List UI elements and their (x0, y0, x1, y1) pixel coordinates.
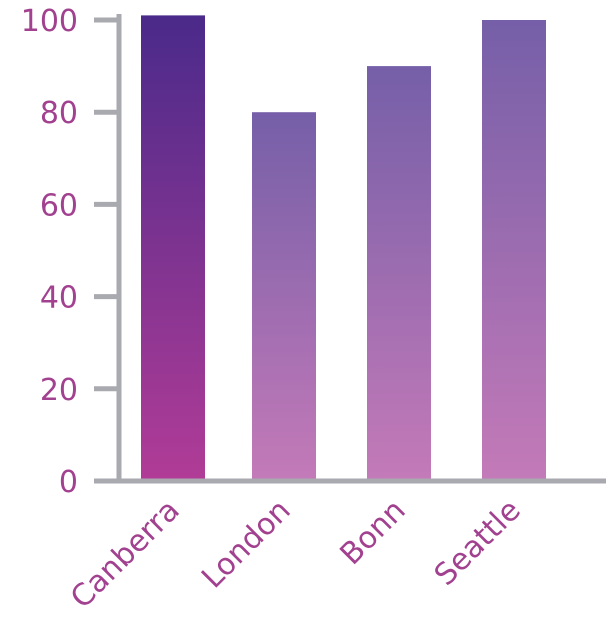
y-tick-label: 0 (59, 465, 78, 500)
bar-bonn (367, 66, 431, 481)
y-tick-label: 100 (21, 4, 78, 39)
x-category-label-bonn: Bonn (333, 493, 412, 572)
y-tick-label: 20 (40, 373, 78, 408)
y-tick-labels: 0 20 40 60 80 100 (21, 4, 78, 500)
x-category-label-canberra: Canberra (64, 493, 187, 616)
y-tick-label: 80 (40, 96, 78, 131)
bar-london (252, 112, 316, 481)
y-tick-label: 40 (40, 281, 78, 316)
y-tick-label: 60 (40, 188, 78, 223)
axes-layer (94, 14, 606, 484)
bar-canberra (141, 15, 205, 481)
x-category-labels: Canberra London Bonn Seattle (64, 493, 528, 616)
bars-layer (141, 15, 546, 481)
bar-seattle (482, 20, 546, 481)
x-category-label-seattle: Seattle (428, 493, 528, 593)
x-category-label-london: London (195, 493, 298, 596)
